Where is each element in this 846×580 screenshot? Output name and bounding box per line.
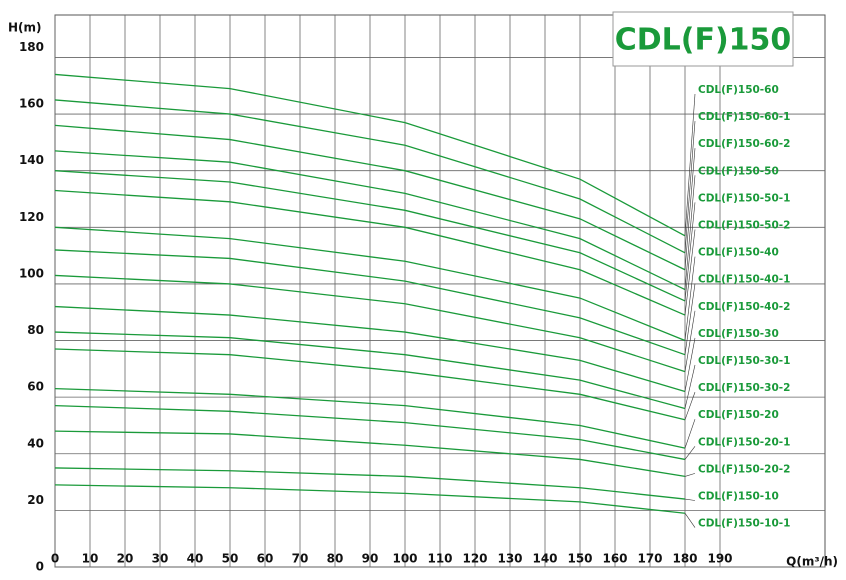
curve — [54, 430, 686, 478]
legend-label: CDL(F)150-10 — [698, 491, 779, 503]
x-tick-label: 110 — [427, 552, 452, 566]
legend-label: CDL(F)150-50-1 — [698, 192, 790, 204]
x-tick-label: 70 — [292, 552, 309, 566]
curve — [54, 189, 686, 316]
legend-label: CDL(F)150-30 — [698, 328, 779, 340]
leader-line — [684, 148, 696, 270]
y-tick-label: 140 — [19, 153, 44, 167]
leader-line — [684, 93, 696, 236]
legend-label: CDL(F)150-10-1 — [698, 518, 790, 530]
x-tick-label: 30 — [152, 552, 169, 566]
y-tick-label: 0 — [36, 560, 44, 574]
legend-label: CDL(F)150-40-1 — [698, 274, 790, 286]
leader-line — [684, 256, 696, 341]
curve — [54, 73, 686, 237]
legend-label: CDL(F)150-50 — [698, 165, 779, 177]
x-tick-label: 190 — [707, 552, 732, 566]
x-tick-label: 140 — [532, 552, 557, 566]
y-tick-label: 40 — [27, 436, 44, 450]
curve — [54, 170, 686, 302]
x-tick-label: 20 — [117, 552, 134, 566]
legend-label: CDL(F)150-20-2 — [698, 463, 790, 475]
y-axis-label: H(m) — [8, 21, 42, 35]
x-tick-label: 120 — [462, 552, 487, 566]
y-tick-label: 160 — [19, 97, 44, 111]
x-tick-label: 90 — [362, 552, 379, 566]
x-tick-label: 50 — [222, 552, 239, 566]
curve — [54, 331, 686, 410]
curve — [54, 404, 686, 461]
y-tick-label: 60 — [27, 380, 44, 394]
curve — [54, 99, 686, 254]
title-box — [612, 11, 794, 67]
legend-label: CDL(F)150-40 — [698, 247, 779, 259]
legend-label: CDL(F)150-20 — [698, 409, 779, 421]
x-tick-label: 100 — [392, 552, 417, 566]
curve — [54, 467, 686, 500]
x-tick-label: 130 — [497, 552, 522, 566]
legend-label: CDL(F)150-60-2 — [698, 138, 790, 150]
x-tick-label: 80 — [327, 552, 344, 566]
curve — [54, 305, 686, 393]
x-tick-label: 180 — [672, 552, 697, 566]
leader-line — [684, 364, 696, 409]
legend-label: CDL(F)150-50-2 — [698, 220, 790, 232]
curve — [54, 249, 686, 356]
curve — [54, 124, 686, 271]
y-tick-label: 100 — [19, 266, 44, 280]
curve — [54, 348, 686, 421]
y-tick-label: 120 — [19, 210, 44, 224]
legend-label: CDL(F)150-30-2 — [698, 382, 790, 394]
leader-line — [684, 473, 696, 477]
leader-line — [684, 310, 696, 372]
legend-label: CDL(F)150-40-2 — [698, 301, 790, 313]
curve — [54, 388, 686, 449]
leader-line — [684, 446, 696, 460]
leader-line — [684, 121, 696, 253]
leader-line — [684, 175, 696, 290]
legend-label: CDL(F)150-60-1 — [698, 111, 790, 123]
curve — [54, 484, 686, 514]
x-tick-label: 60 — [257, 552, 274, 566]
x-tick-label: 10 — [82, 552, 99, 566]
leader-line — [684, 283, 696, 355]
x-tick-label: 150 — [567, 552, 592, 566]
leader-line — [684, 419, 696, 449]
leader-line — [684, 202, 696, 301]
curve — [54, 274, 686, 373]
y-tick-label: 80 — [27, 323, 44, 337]
leader-line — [684, 337, 696, 392]
legend-label: CDL(F)150-30-1 — [698, 355, 790, 367]
curve — [54, 226, 686, 342]
curve — [54, 150, 686, 291]
leader-line — [684, 391, 696, 420]
x-axis-label: Q(m³/h) — [786, 555, 838, 569]
legend-label: CDL(F)150-20-1 — [698, 436, 790, 448]
legend-label: CDL(F)150-60 — [698, 84, 779, 96]
grid — [54, 14, 826, 568]
y-tick-label: 20 — [27, 493, 44, 507]
x-tick-label: 0 — [51, 552, 59, 566]
x-tick-label: 160 — [602, 552, 627, 566]
x-tick-label: 40 — [187, 552, 204, 566]
chart-title: CDL(F)150 — [615, 23, 792, 58]
leader-line — [684, 229, 696, 316]
leader-line — [684, 498, 696, 501]
x-tick-label: 170 — [637, 552, 662, 566]
y-tick-label: 180 — [19, 40, 44, 54]
leader-line — [684, 513, 696, 528]
